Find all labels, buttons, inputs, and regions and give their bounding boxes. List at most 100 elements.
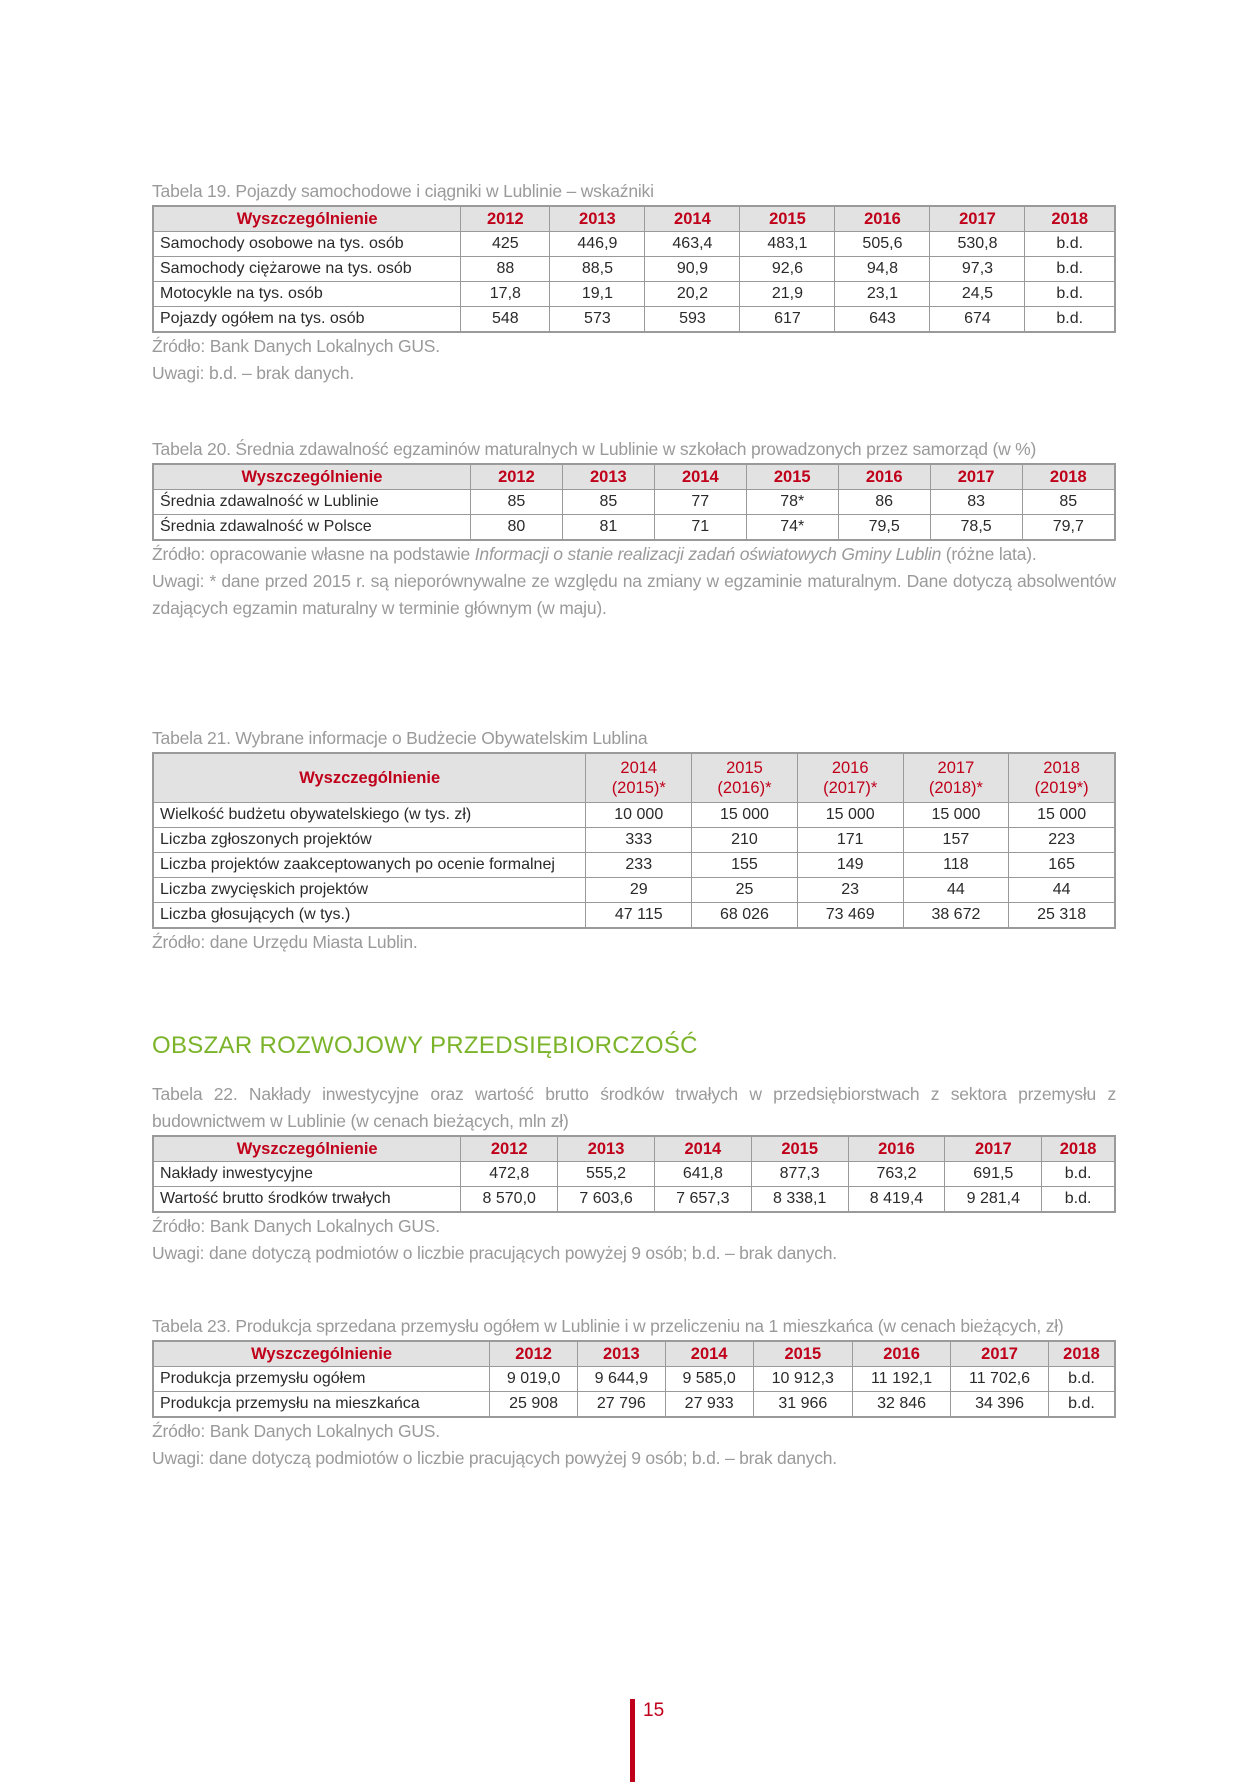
- table-cell: 47 115: [585, 902, 693, 929]
- column-header: 2017: [950, 1340, 1050, 1367]
- table-cell: 483,1: [739, 231, 836, 257]
- column-header: 2014: [653, 1135, 752, 1162]
- table-cell: b.d.: [1048, 1391, 1116, 1418]
- table-cell: 29: [585, 877, 693, 903]
- table-cell: 333: [585, 827, 693, 853]
- table-cell: 85: [1021, 489, 1116, 515]
- table-cell: 27 796: [576, 1391, 666, 1418]
- column-header: 2012: [489, 1340, 578, 1367]
- table-row: Nakłady inwestycyjne 472,8 555,2 641,8 877,3…: [152, 1161, 1116, 1187]
- column-header: Wyszczególnienie: [152, 752, 587, 803]
- table-row: Średnia zdawalność w Polsce 80 81 71 74* 79,5…: [152, 514, 1116, 541]
- column-header: 2013: [557, 1135, 655, 1162]
- column-header: 2014: [644, 205, 741, 232]
- table-cell: 9 585,0: [664, 1366, 754, 1392]
- column-header: 2017: [929, 463, 1023, 490]
- column-header: 2018: [1048, 1340, 1116, 1367]
- page-number: 15: [643, 1700, 665, 1721]
- table-header-row: Wyszczególnienie 2014 (2015)* 2015 (2016)*…: [152, 752, 1116, 803]
- table-cell: 573: [549, 306, 646, 333]
- table-cell: 8 419,4: [847, 1186, 946, 1213]
- table-cell: 20,2: [644, 281, 741, 307]
- table-cell: 643: [834, 306, 931, 333]
- table-cell: 877,3: [750, 1161, 849, 1187]
- table-caption: Tabela 23. Produkcja sprzedana przemysłu…: [152, 1316, 1064, 1336]
- column-header: 2012: [469, 463, 563, 490]
- table-header-row: Wyszczególnienie 2012 2013 2014 2015 2016 2017…: [152, 463, 1116, 490]
- row-label: Wielkość budżetu obywatelskiego (w tys. …: [152, 802, 587, 828]
- table-cell: 548: [460, 306, 551, 333]
- column-header: 2013: [549, 205, 646, 232]
- column-header: Wyszczególnienie: [152, 1340, 491, 1367]
- table-note: Źródło: Bank Danych Lokalnych GUS.: [152, 1421, 440, 1441]
- column-header: 2016: [852, 1340, 952, 1367]
- table-cell: 472,8: [460, 1161, 559, 1187]
- table-cell: 9 644,9: [576, 1366, 666, 1392]
- table-cell: 617: [739, 306, 836, 333]
- table-19-section: Tabela 19. Pojazdy samochodowe i ciągnik…: [152, 178, 1116, 387]
- column-header: 2015: [745, 463, 839, 490]
- table-cell: 10 000: [585, 802, 693, 828]
- table-23-section: Tabela 23. Produkcja sprzedana przemysłu…: [152, 1313, 1116, 1472]
- table-cell: 21,9: [739, 281, 836, 307]
- column-header: 2016: [847, 1135, 946, 1162]
- table-note: Uwagi: b.d. – brak danych.: [152, 363, 354, 383]
- table-20-section: Tabela 20. Średnia zdawalność egzaminów …: [152, 436, 1116, 622]
- table-cell: 155: [691, 852, 798, 878]
- data-table: Wyszczególnienie 2014 (2015)* 2015 (2016)*…: [152, 752, 1116, 929]
- table-cell: 15 000: [1008, 802, 1116, 828]
- table-cell: 425: [460, 231, 551, 257]
- table-row: Liczba zgłoszonych projektów 333 210 171 157…: [152, 827, 1116, 853]
- table-cell: 15 000: [796, 802, 904, 828]
- table-cell: 165: [1008, 852, 1116, 878]
- table-cell: 34 396: [950, 1391, 1050, 1418]
- table-cell: 78*: [745, 489, 839, 515]
- column-header: 2018: [1041, 1135, 1116, 1162]
- table-cell: 8 570,0: [460, 1186, 559, 1213]
- table-cell: b.d.: [1048, 1366, 1116, 1392]
- column-header: 2017: [929, 205, 1026, 232]
- table-caption: Tabela 21. Wybrane informacje o Budżecie…: [152, 728, 648, 748]
- table-cell: 8 338,1: [750, 1186, 849, 1213]
- column-header: 2018: [1024, 205, 1116, 232]
- column-header: Wyszczególnienie: [152, 463, 471, 490]
- data-table: Wyszczególnienie 2012 2013 2014 2015 2016 2017…: [152, 463, 1116, 541]
- row-label: Produkcja przemysłu ogółem: [152, 1366, 491, 1392]
- table-cell: 85: [469, 489, 563, 515]
- table-cell: 81: [561, 514, 655, 541]
- table-cell: 27 933: [664, 1391, 754, 1418]
- table-caption: Tabela 20. Średnia zdawalność egzaminów …: [152, 439, 1037, 459]
- column-header: 2012: [460, 1135, 559, 1162]
- table-header-row: Wyszczególnienie 2012 2013 2014 2015 2016 2017…: [152, 1135, 1116, 1162]
- row-label: Samochody osobowe na tys. osób: [152, 231, 462, 257]
- column-header: 2016: [837, 463, 931, 490]
- source-suffix: (różne lata).: [941, 544, 1037, 564]
- table-cell: 25: [691, 877, 798, 903]
- column-header: 2013: [561, 463, 655, 490]
- table-cell: 44: [902, 877, 1010, 903]
- table-cell: 463,4: [644, 231, 741, 257]
- table-cell: 157: [902, 827, 1010, 853]
- table-cell: 25 908: [489, 1391, 578, 1418]
- row-label: Nakłady inwestycyjne: [152, 1161, 462, 1187]
- table-cell: 233: [585, 852, 693, 878]
- table-cell: 7 603,6: [557, 1186, 655, 1213]
- table-cell: 44: [1008, 877, 1116, 903]
- row-label: Wartość brutto środków trwałych: [152, 1186, 462, 1213]
- table-row: Samochody ciężarowe na tys. osób 88 88,5 90…: [152, 256, 1116, 282]
- table-cell: 9 281,4: [944, 1186, 1043, 1213]
- table-cell: 79,5: [837, 514, 931, 541]
- column-header: Wyszczególnienie: [152, 1135, 462, 1162]
- column-header: 2014: [653, 463, 747, 490]
- table-cell: 94,8: [834, 256, 931, 282]
- table-cell: 88,5: [549, 256, 646, 282]
- data-table: Wyszczególnienie 2012 2013 2014 2015 2016 2017…: [152, 1340, 1116, 1418]
- column-header: 2014 (2015)*: [585, 752, 693, 803]
- row-label: Liczba zgłoszonych projektów: [152, 827, 587, 853]
- column-header: 2018 (2019*): [1008, 752, 1116, 803]
- table-cell: b.d.: [1024, 231, 1116, 257]
- table-cell: 88: [460, 256, 551, 282]
- column-header: 2015: [752, 1340, 854, 1367]
- table-cell: 86: [837, 489, 931, 515]
- table-cell: 530,8: [929, 231, 1026, 257]
